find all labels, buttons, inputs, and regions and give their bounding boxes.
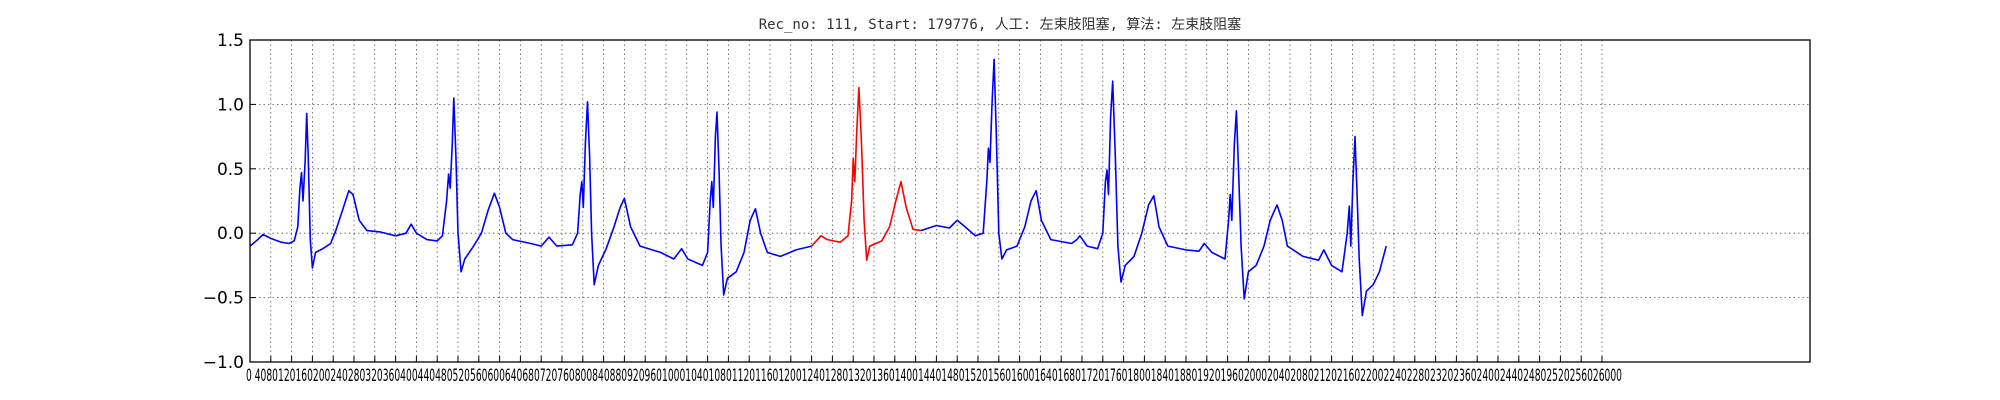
y-tick-label: 0.5 — [217, 160, 244, 180]
ecg-series-line-2 — [811, 86, 921, 262]
y-tick-label: 1.5 — [217, 31, 244, 51]
y-tick-label: 1.0 — [217, 95, 244, 115]
ecg-series-line-1 — [249, 97, 812, 296]
y-tick-label: −1.0 — [203, 353, 244, 373]
chart-title: Rec_no: 111, Start: 179776, 人工: 左束肢阻塞, 算… — [759, 16, 1242, 33]
plot-frame — [249, 39, 1811, 363]
y-tick-label: −0.5 — [203, 289, 244, 309]
x-tick-labels: 0 40801201602002402803203604004404805205… — [246, 366, 1622, 386]
series-layer — [249, 58, 1387, 317]
y-tick-label: 0.0 — [217, 224, 244, 244]
grid-lines — [249, 39, 1810, 363]
y-axis: −1.0 −0.5 0.0 0.5 1.0 1.5 — [203, 31, 256, 373]
ecg-series-line-3 — [920, 58, 1387, 317]
